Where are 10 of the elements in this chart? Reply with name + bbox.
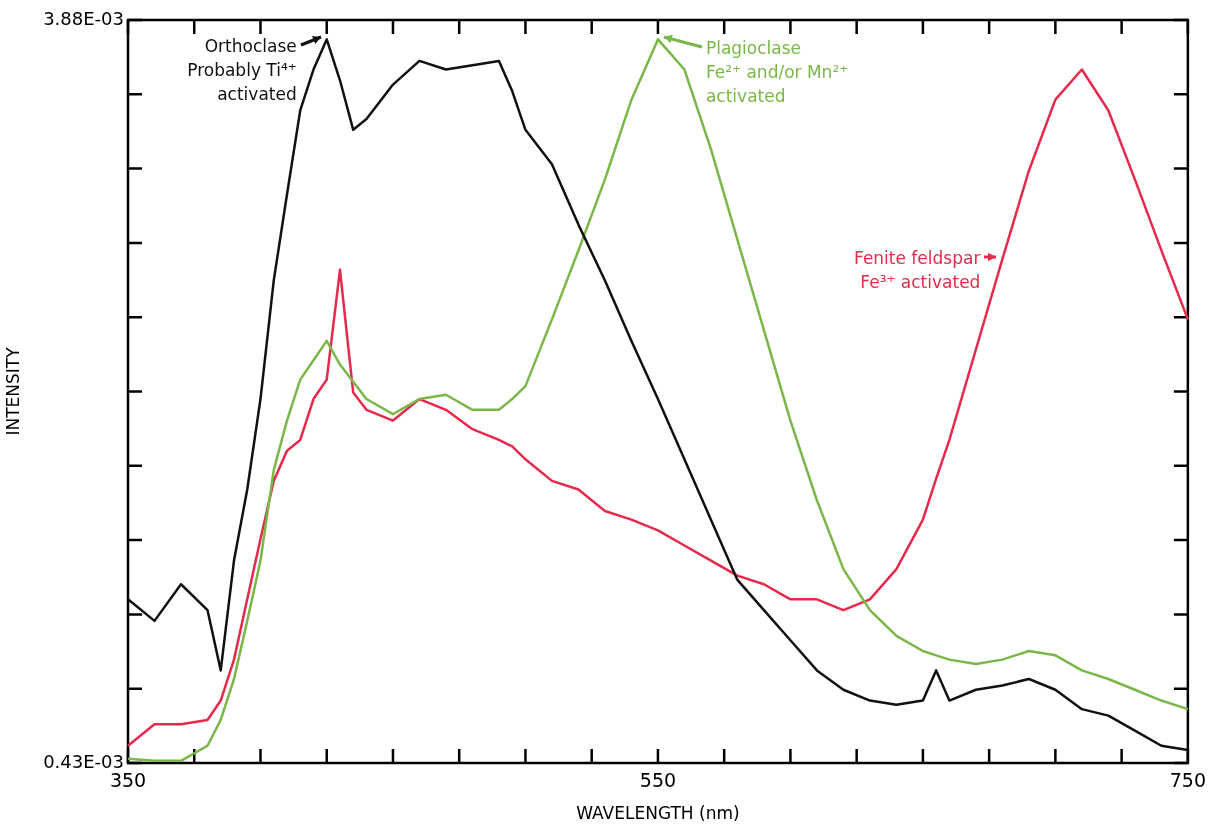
x-tick-label: 550 [639, 769, 677, 792]
annotation: Orthoclase Probably Ti⁴⁺ activated [187, 36, 297, 105]
annotation: Fenite feldspar Fe³⁺ activated [854, 247, 981, 292]
x-axis-title: WAVELENGTH (nm) [576, 803, 740, 824]
annotation: Plagioclase Fe²⁺ and/or Mn²⁺ activated [705, 38, 849, 107]
x-tick-label: 750 [1169, 769, 1206, 792]
y-tick-label: 0.43E-03 [43, 750, 124, 772]
y-axis-title: INTENSITY [2, 346, 23, 436]
y-tick-label: 3.88E-03 [43, 7, 124, 29]
x-tick-label: 350 [109, 769, 147, 792]
